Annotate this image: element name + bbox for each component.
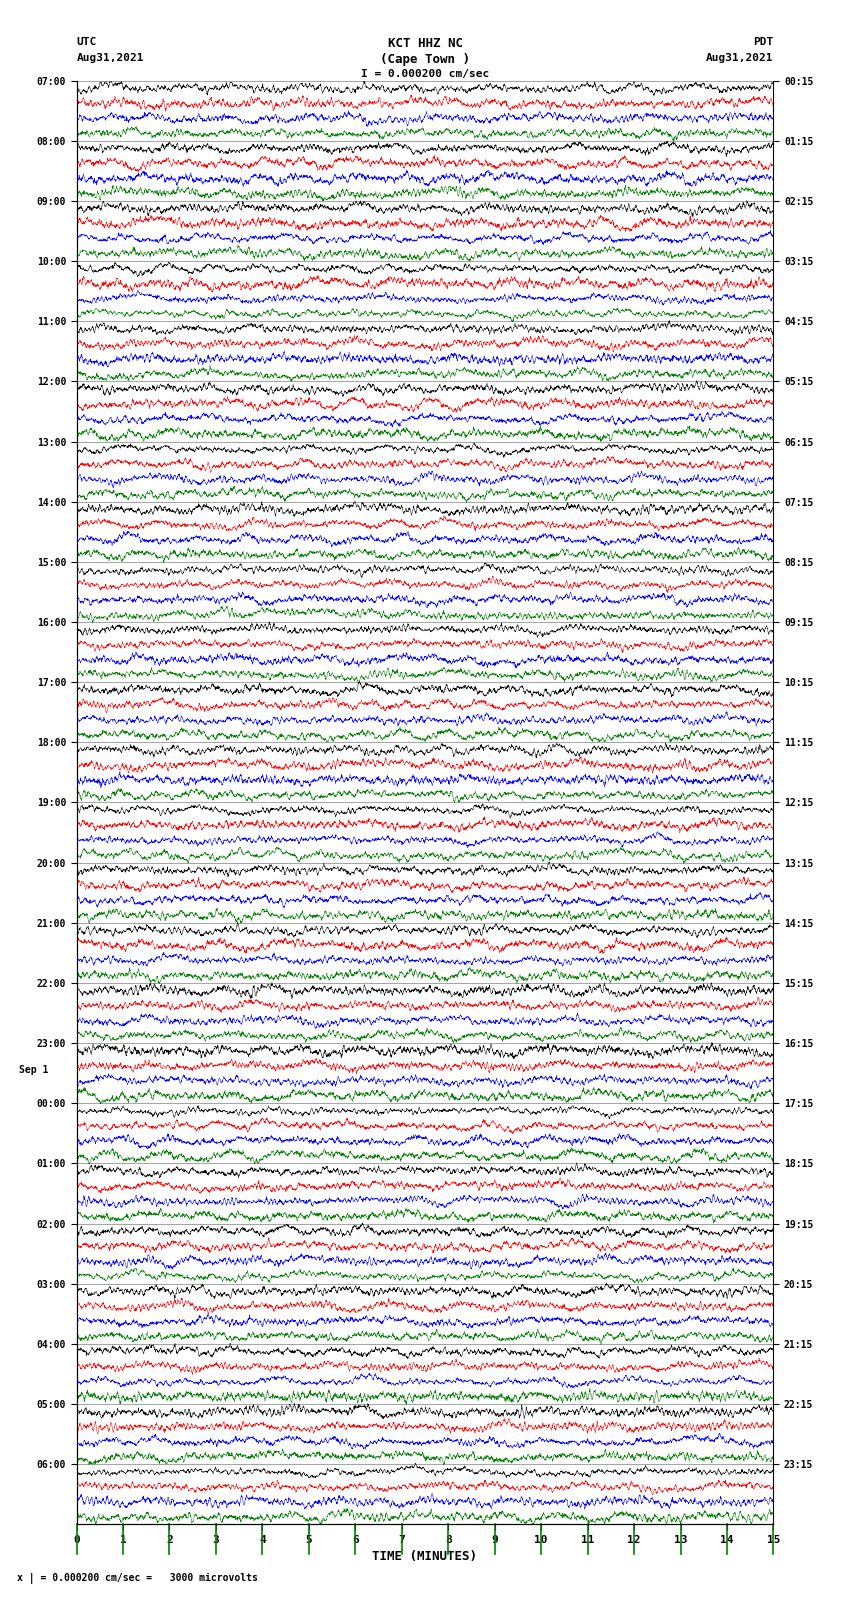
Text: Aug31,2021: Aug31,2021: [706, 53, 774, 63]
Text: I = 0.000200 cm/sec: I = 0.000200 cm/sec: [361, 69, 489, 79]
Text: (Cape Town ): (Cape Town ): [380, 53, 470, 66]
Text: UTC: UTC: [76, 37, 97, 47]
Text: KCT HHZ NC: KCT HHZ NC: [388, 37, 462, 50]
Text: PDT: PDT: [753, 37, 774, 47]
Text: Aug31,2021: Aug31,2021: [76, 53, 144, 63]
X-axis label: TIME (MINUTES): TIME (MINUTES): [372, 1550, 478, 1563]
Text: x | = 0.000200 cm/sec =   3000 microvolts: x | = 0.000200 cm/sec = 3000 microvolts: [17, 1573, 258, 1584]
Text: Sep 1: Sep 1: [20, 1065, 48, 1076]
